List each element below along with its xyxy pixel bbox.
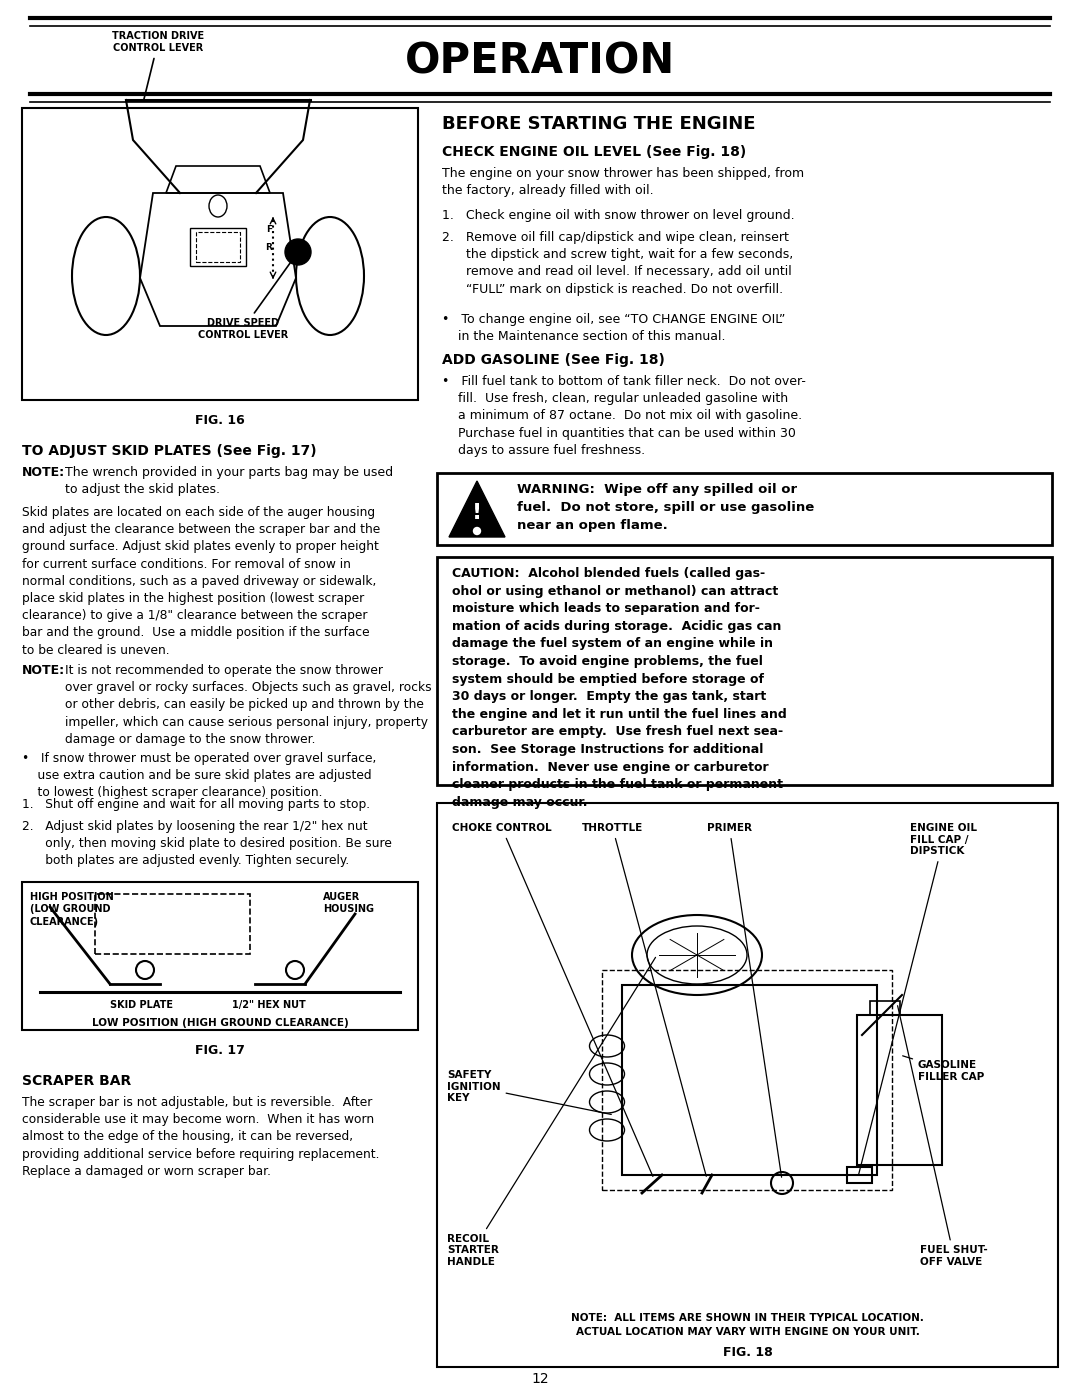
Text: LOW POSITION (HIGH GROUND CLEARANCE): LOW POSITION (HIGH GROUND CLEARANCE)	[92, 1018, 349, 1028]
Text: DRIVE SPEED
CONTROL LEVER: DRIVE SPEED CONTROL LEVER	[198, 254, 296, 339]
Text: ENGINE OIL
FILL CAP /
DIPSTICK: ENGINE OIL FILL CAP / DIPSTICK	[859, 823, 977, 1175]
Circle shape	[285, 239, 311, 265]
Text: FIG. 16: FIG. 16	[195, 414, 245, 426]
Bar	[190, 228, 246, 265]
Bar	[437, 474, 1052, 545]
Text: CHECK ENGINE OIL LEVEL (See Fig. 18): CHECK ENGINE OIL LEVEL (See Fig. 18)	[442, 145, 746, 159]
Text: TRACTION DRIVE
CONTROL LEVER: TRACTION DRIVE CONTROL LEVER	[112, 31, 204, 101]
Text: !: !	[472, 503, 482, 522]
Text: FIG. 18: FIG. 18	[723, 1345, 772, 1359]
Polygon shape	[449, 481, 505, 536]
Text: BEFORE STARTING THE ENGINE: BEFORE STARTING THE ENGINE	[442, 115, 756, 133]
Text: 1/2" HEX NUT: 1/2" HEX NUT	[232, 1000, 306, 1010]
Text: FIG. 17: FIG. 17	[195, 1044, 245, 1056]
Text: AUGER
HOUSING: AUGER HOUSING	[323, 893, 374, 915]
Text: RECOIL
STARTER
HANDLE: RECOIL STARTER HANDLE	[447, 957, 656, 1267]
Bar	[870, 1002, 900, 1016]
Text: R: R	[266, 243, 272, 253]
Text: OPERATION: OPERATION	[405, 41, 675, 82]
Bar	[437, 803, 1058, 1368]
Text: WARNING:  Wipe off any spilled oil or
fuel.  Do not store, spill or use gasoline: WARNING: Wipe off any spilled oil or fue…	[517, 483, 814, 532]
Text: 2.   Remove oil fill cap/dipstick and wipe clean, reinsert
      the dipstick an: 2. Remove oil fill cap/dipstick and wipe…	[442, 231, 793, 296]
Text: The scraper bar is not adjustable, but is reversible.  After
considerable use it: The scraper bar is not adjustable, but i…	[22, 1097, 379, 1178]
Text: F: F	[266, 225, 272, 235]
Text: The wrench provided in your parts bag may be used
to adjust the skid plates.: The wrench provided in your parts bag ma…	[65, 467, 393, 496]
Text: GASOLINE
FILLER CAP: GASOLINE FILLER CAP	[903, 1056, 984, 1081]
Bar	[602, 970, 892, 1190]
Bar	[858, 1016, 942, 1165]
Text: PRIMER: PRIMER	[707, 823, 782, 1178]
Text: The engine on your snow thrower has been shipped, from
the factory, already fill: The engine on your snow thrower has been…	[442, 168, 805, 197]
Text: TO ADJUST SKID PLATES (See Fig. 17): TO ADJUST SKID PLATES (See Fig. 17)	[22, 444, 316, 458]
Text: It is not recommended to operate the snow thrower
over gravel or rocky surfaces.: It is not recommended to operate the sno…	[65, 664, 432, 746]
Text: •   Fill fuel tank to bottom of tank filler neck.  Do not over-
    fill.  Use f: • Fill fuel tank to bottom of tank fille…	[442, 374, 806, 457]
Text: 1.   Check engine oil with snow thrower on level ground.: 1. Check engine oil with snow thrower on…	[442, 210, 795, 222]
Bar	[95, 894, 249, 954]
Text: 2.   Adjust skid plates by loosening the rear 1/2" hex nut
      only, then movi: 2. Adjust skid plates by loosening the r…	[22, 820, 392, 868]
Text: CAUTION:  Alcohol blended fuels (called gas-
ohol or using ethanol or methanol) : CAUTION: Alcohol blended fuels (called g…	[453, 567, 786, 809]
Text: 1.   Shut off engine and wait for all moving parts to stop.: 1. Shut off engine and wait for all movi…	[22, 798, 370, 812]
Text: THROTTLE: THROTTLE	[582, 823, 706, 1176]
Circle shape	[473, 528, 481, 535]
Bar	[22, 882, 418, 1030]
Bar	[622, 985, 877, 1175]
Text: SKID PLATE: SKID PLATE	[110, 1000, 173, 1010]
Text: •   To change engine oil, see “TO CHANGE ENGINE OIL”
    in the Maintenance sect: • To change engine oil, see “TO CHANGE E…	[442, 313, 785, 344]
Bar	[847, 1166, 872, 1183]
Text: NOTE:: NOTE:	[22, 664, 65, 678]
Bar	[22, 108, 418, 400]
Text: CHOKE CONTROL: CHOKE CONTROL	[453, 823, 653, 1176]
Text: NOTE:: NOTE:	[22, 467, 65, 479]
Text: SCRAPER BAR: SCRAPER BAR	[22, 1074, 132, 1088]
Text: Skid plates are located on each side of the auger housing
and adjust the clearan: Skid plates are located on each side of …	[22, 506, 380, 657]
Text: HIGH POSITION
(LOW GROUND
CLEARANCE): HIGH POSITION (LOW GROUND CLEARANCE)	[30, 893, 113, 926]
Bar	[195, 232, 240, 263]
Text: 12: 12	[531, 1372, 549, 1386]
Text: •   If snow thrower must be operated over gravel surface,
    use extra caution : • If snow thrower must be operated over …	[22, 752, 376, 799]
Bar	[437, 557, 1052, 785]
Text: NOTE:  ALL ITEMS ARE SHOWN IN THEIR TYPICAL LOCATION.
ACTUAL LOCATION MAY VARY W: NOTE: ALL ITEMS ARE SHOWN IN THEIR TYPIC…	[571, 1313, 923, 1337]
Text: FUEL SHUT-
OFF VALVE: FUEL SHUT- OFF VALVE	[897, 1006, 988, 1267]
Text: ADD GASOLINE (See Fig. 18): ADD GASOLINE (See Fig. 18)	[442, 353, 665, 367]
Text: SAFETY
IGNITION
KEY: SAFETY IGNITION KEY	[447, 1070, 611, 1115]
